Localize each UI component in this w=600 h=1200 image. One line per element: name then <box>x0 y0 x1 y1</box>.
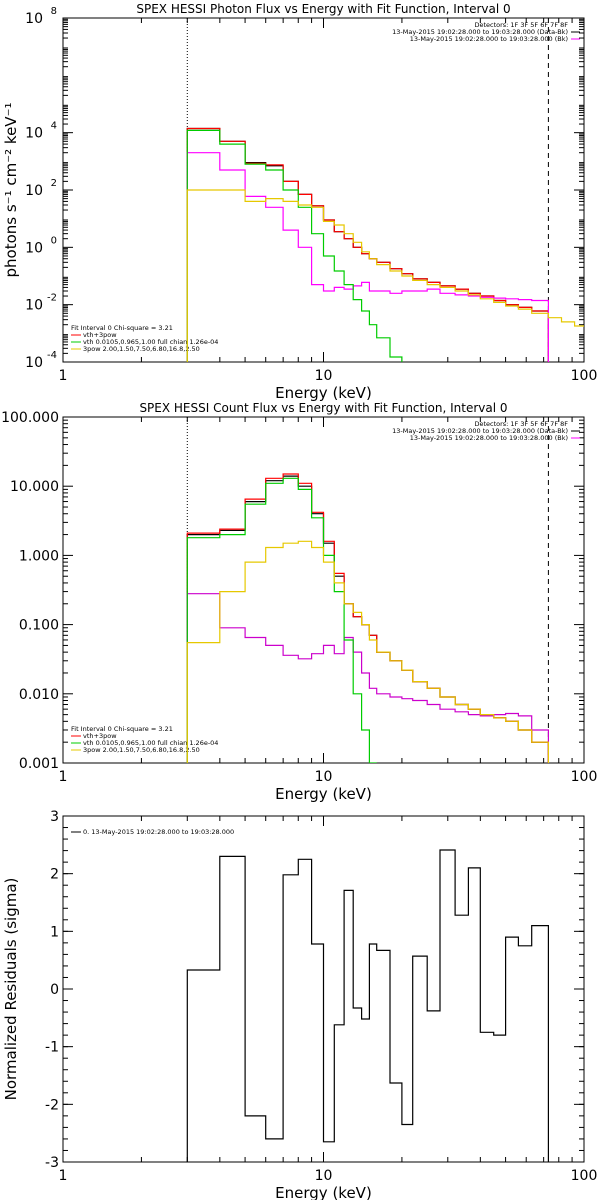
series-line-1 <box>186 475 549 763</box>
legend-text: vth 0.0105,0.965,1.00 full chian 1.26e-0… <box>83 739 218 747</box>
y-tick-label: -1 <box>45 1040 59 1056</box>
header-text: 13-May-2015 19:02:28.000 to 19:03:28.000… <box>410 35 568 43</box>
series-line-2 <box>186 473 549 763</box>
chart-title: SPEX HESSI Photon Flux vs Energy with Fi… <box>136 2 510 16</box>
panel-3: 1 10 100 -3 -2 -1 0 1 2 3 Energy (keV) Normalized R… <box>2 809 597 1200</box>
header-text: 13-May-2015 19:02:28.000 to 19:03:28.000… <box>392 28 568 36</box>
y-tick-exponent: 8 <box>51 6 57 17</box>
y-tick-exponent: -2 <box>47 293 57 304</box>
y-tick-label: 2 <box>50 867 59 883</box>
y-tick-label: 1.000 <box>19 548 59 564</box>
axes-frame <box>62 17 585 363</box>
header-text: Detectors: 1F 3F 5F 6F 7F 8F <box>474 21 568 29</box>
legend-text: 3pow 2.00,1.50,7.50,6.80,16.8,2.50 <box>83 746 200 754</box>
y-tick-label: 0.001 <box>19 756 59 772</box>
x-tick-label: 10 <box>315 368 333 384</box>
y-tick-label: 1 <box>50 924 59 940</box>
series-line-3 <box>186 152 549 362</box>
x-tick-label: 100 <box>571 769 598 785</box>
x-axis-label: Energy (keV) <box>275 384 372 402</box>
y-tick-label: 10 <box>25 11 43 27</box>
y-tick-label: 3 <box>50 809 59 825</box>
x-tick-label: 1 <box>59 1168 68 1184</box>
series-line-4 <box>186 477 377 763</box>
y-axis-label: photons s⁻¹ cm⁻² keV⁻¹ <box>2 103 20 278</box>
panel-1: SPEX HESSI Photon Flux vs Energy with Fi… <box>2 2 597 402</box>
y-tick-label: 10 <box>25 355 43 371</box>
legend-text: Fit Interval 0 Chi-square = 3.21 <box>71 324 173 332</box>
series-line-5 <box>186 540 549 763</box>
header-text: 13-May-2015 19:02:28.000 to 19:03:28.000… <box>410 434 568 442</box>
legend-text: vth+3pow <box>83 732 117 740</box>
y-tick-label: 10 <box>25 126 43 142</box>
y-tick-label: -3 <box>45 1155 59 1171</box>
y-tick-label: 0.010 <box>19 687 59 703</box>
y-tick-label: 10 <box>25 183 43 199</box>
legend-text: 0. 13-May-2015 19:02:28.000 to 19:03:28.… <box>83 828 234 836</box>
legend-text: vth+3pow <box>83 331 117 339</box>
x-tick-label: 1 <box>59 368 68 384</box>
x-tick-label: 100 <box>571 1168 598 1184</box>
series-line-3 <box>186 593 549 763</box>
x-tick-label: 10 <box>315 769 333 785</box>
panel-2: SPEX HESSI Count Flux vs Energy with Fit… <box>1 401 597 803</box>
series-line-4 <box>186 129 403 362</box>
series-line-1 <box>186 127 549 362</box>
x-axis-label: Energy (keV) <box>275 1184 372 1200</box>
x-axis-label: Energy (keV) <box>275 785 372 803</box>
y-tick-label: -2 <box>45 1097 59 1113</box>
y-tick-exponent: 4 <box>51 121 57 132</box>
legend-text: vth 0.0105,0.965,1.00 full chian 1.26e-0… <box>83 338 218 346</box>
y-tick-exponent: 0 <box>51 235 57 246</box>
y-tick-label: 0 <box>50 982 59 998</box>
axes-frame <box>62 416 585 764</box>
y-tick-label: 10 <box>25 240 43 256</box>
y-axis-label: Normalized Residuals (sigma) <box>2 878 20 1101</box>
y-tick-label: 10 <box>25 298 43 314</box>
x-tick-label: 10 <box>315 1168 333 1184</box>
series-line-1 <box>186 849 549 1162</box>
chart-title: SPEX HESSI Count Flux vs Energy with Fit… <box>139 401 507 415</box>
legend-text: Fit Interval 0 Chi-square = 3.21 <box>71 725 173 733</box>
header-text: Detectors: 1F 3F 5F 6F 7F 8F <box>474 420 568 428</box>
x-tick-label: 100 <box>571 368 598 384</box>
x-tick-label: 1 <box>59 769 68 785</box>
y-tick-label: 0.100 <box>19 618 59 634</box>
series-line-5 <box>186 189 584 362</box>
y-tick-label: 100.000 <box>1 410 59 426</box>
y-tick-label: 10.000 <box>10 479 59 495</box>
legend-text: 3pow 2.00,1.50,7.50,6.80,16.8,2.50 <box>83 345 200 353</box>
header-text: 13-May-2015 19:02:28.000 to 19:03:28.000… <box>392 427 568 435</box>
y-tick-exponent: 2 <box>51 178 57 189</box>
series-line-2 <box>186 127 549 362</box>
y-tick-exponent: -4 <box>47 350 57 361</box>
